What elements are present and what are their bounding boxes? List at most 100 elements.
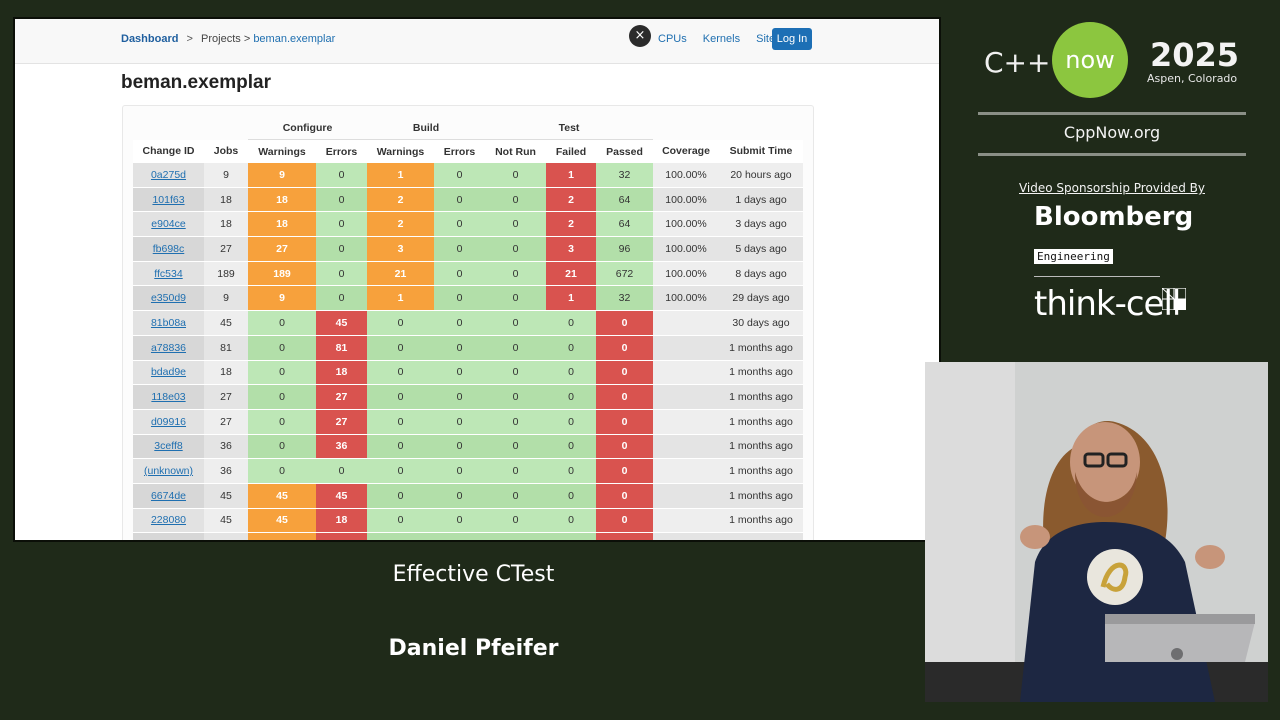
table-row[interactable]: e904ce 18 18 0 2 0 0 2 64 100.00% 3 days ago [133, 211, 803, 238]
test-failed-cell: 0 [546, 335, 596, 361]
column-header[interactable]: Passed [596, 139, 653, 163]
change-id-cell[interactable]: 228080 [133, 508, 204, 534]
build-errors-cell: 0 [434, 187, 485, 213]
submit-time-cell: 30 days ago [719, 310, 803, 336]
column-header[interactable]: Errors [434, 139, 485, 163]
change-id-cell[interactable]: e350d9 [133, 285, 204, 312]
breadcrumb-project[interactable]: beman.exemplar [253, 33, 336, 45]
test-notrun-cell: 0 [485, 335, 546, 361]
change-id-cell[interactable]: 0a275d [133, 163, 204, 188]
close-icon[interactable]: × [629, 25, 651, 47]
change-id-cell[interactable]: 118e03 [133, 384, 204, 410]
column-header[interactable]: Not Run [485, 139, 546, 163]
nav-link-cpus[interactable]: CPUs [658, 33, 687, 45]
submit-time-cell: 1 months ago [719, 434, 803, 460]
change-id-cell[interactable]: (unknown) [133, 458, 204, 484]
column-header[interactable]: Jobs [204, 139, 248, 163]
test-failed-cell: 2 [546, 211, 596, 238]
test-notrun-cell: 0 [485, 384, 546, 410]
column-header[interactable]: Warnings [367, 139, 434, 163]
nav-link-kernels[interactable]: Kernels [702, 33, 741, 45]
change-id-cell[interactable]: a78836 [133, 335, 204, 361]
page-title: beman.exemplar [121, 72, 271, 93]
change-id-cell[interactable]: ffc534 [133, 261, 204, 287]
change-id-link[interactable]: fb698c [152, 242, 185, 255]
configure-warnings-cell: 9 [248, 532, 316, 540]
table-row[interactable]: bdad9e 18 0 18 0 0 0 0 0 1 months ago [133, 360, 803, 386]
change-id-link[interactable]: a78836 [150, 341, 187, 354]
change-id-cell[interactable]: e904ce [133, 211, 204, 238]
column-header[interactable]: Change ID [133, 139, 204, 163]
coverage-cell [653, 335, 719, 361]
submit-time-cell: 3 days ago [719, 211, 803, 238]
login-button[interactable]: Log In [772, 28, 812, 50]
change-id-cell[interactable]: 6674de [133, 483, 204, 509]
change-id-cell[interactable]: d09916 [133, 409, 204, 435]
column-header[interactable]: Coverage [653, 139, 719, 163]
table-row[interactable]: a78836 81 0 81 0 0 0 0 0 1 months ago [133, 335, 803, 361]
table-row[interactable]: fb698c 27 27 0 3 0 0 3 96 100.00% 5 days ago [133, 236, 803, 262]
configure-warnings-cell: 0 [248, 310, 316, 336]
change-id-cell[interactable]: 3ceff8 [133, 434, 204, 460]
jobs-cell: 36 [204, 434, 248, 460]
build-errors-cell: 0 [434, 508, 485, 534]
change-id-link[interactable]: 81b08a [150, 316, 187, 329]
table-row[interactable]: 0a275d 9 9 0 1 0 0 1 32 100.00% 20 hours ago [133, 163, 803, 188]
table-row[interactable]: d09916 27 0 27 0 0 0 0 0 1 months ago [133, 409, 803, 435]
table-row[interactable]: 3ceff8 36 0 36 0 0 0 0 0 1 months ago [133, 434, 803, 460]
column-header[interactable]: Errors [316, 139, 367, 163]
configure-warnings-cell: 0 [248, 434, 316, 460]
change-id-link[interactable]: 101f63 [152, 193, 185, 206]
change-id-link[interactable]: (unknown) [143, 465, 194, 478]
build-warnings-cell: 0 [367, 384, 434, 410]
change-id-link[interactable]: 0a275d [150, 168, 187, 181]
test-passed-cell: 0 [596, 310, 653, 336]
table-row[interactable]: 228080 45 45 18 0 0 0 0 0 1 months ago [133, 508, 803, 534]
breadcrumb-dashboard[interactable]: Dashboard [121, 33, 179, 45]
test-notrun-cell: 0 [485, 409, 546, 435]
column-header[interactable]: Warnings [248, 139, 316, 163]
coverage-cell [653, 458, 719, 484]
table-row[interactable]: 101f63 18 18 0 2 0 0 2 64 100.00% 1 days ago [133, 187, 803, 213]
build-errors-cell: 0 [434, 236, 485, 262]
change-id-cell[interactable]: 81b08a [133, 310, 204, 336]
change-id-link[interactable]: e904ce [151, 218, 186, 231]
configure-errors-cell: 18 [316, 508, 367, 534]
build-errors-cell: 0 [434, 163, 485, 188]
change-id-link[interactable]: bdad9e [150, 366, 187, 379]
change-id-cell[interactable]: 101f63 [133, 187, 204, 213]
table-row[interactable]: (unknown) 36 0 0 0 0 0 0 0 1 months ago [133, 458, 803, 484]
build-warnings-cell: 0 [367, 434, 434, 460]
column-header[interactable]: Failed [546, 139, 596, 163]
coverage-cell: 100.00% [653, 285, 719, 312]
build-errors-cell: 0 [434, 458, 485, 484]
table-row[interactable]: ffc534 189 189 0 21 0 0 21 672 100.00% 8 days ago [133, 261, 803, 287]
change-id-link[interactable]: 3ceff8 [154, 440, 183, 453]
change-id-link[interactable]: 6674de [150, 489, 187, 502]
change-id-cell[interactable]: fb698c [133, 236, 204, 262]
coverage-cell [653, 532, 719, 540]
table-row[interactable]: f14457999000001 months ago [133, 532, 803, 540]
change-id-link[interactable]: 118e03 [151, 391, 186, 404]
column-header[interactable]: Submit Time [719, 139, 803, 163]
test-passed-cell: 32 [596, 163, 653, 188]
change-id-cell[interactable]: f14457 [133, 532, 204, 540]
configure-warnings-cell: 18 [248, 187, 316, 213]
change-id-link[interactable]: f14457 [152, 539, 184, 540]
change-id-link[interactable]: e350d9 [150, 292, 187, 305]
table-row[interactable]: 81b08a 45 0 45 0 0 0 0 0 30 days ago [133, 310, 803, 336]
jobs-cell: 18 [204, 187, 248, 213]
test-failed-cell: 1 [546, 163, 596, 188]
build-errors-cell: 0 [434, 360, 485, 386]
change-id-cell[interactable]: bdad9e [133, 360, 204, 386]
change-id-link[interactable]: ffc534 [154, 267, 183, 280]
table-row[interactable]: 6674de 45 45 45 0 0 0 0 0 1 months ago [133, 483, 803, 509]
change-id-link[interactable]: 228080 [150, 514, 187, 527]
breadcrumb-projects[interactable]: Projects > [201, 33, 251, 45]
configure-warnings-cell: 0 [248, 409, 316, 435]
configure-errors-cell: 27 [316, 384, 367, 410]
table-row[interactable]: 118e03 27 0 27 0 0 0 0 0 1 months ago [133, 384, 803, 410]
change-id-link[interactable]: d09916 [150, 415, 187, 428]
table-row[interactable]: e350d9 9 9 0 1 0 0 1 32 100.00% 29 days ago [133, 285, 803, 312]
jobs-cell: 18 [204, 360, 248, 386]
